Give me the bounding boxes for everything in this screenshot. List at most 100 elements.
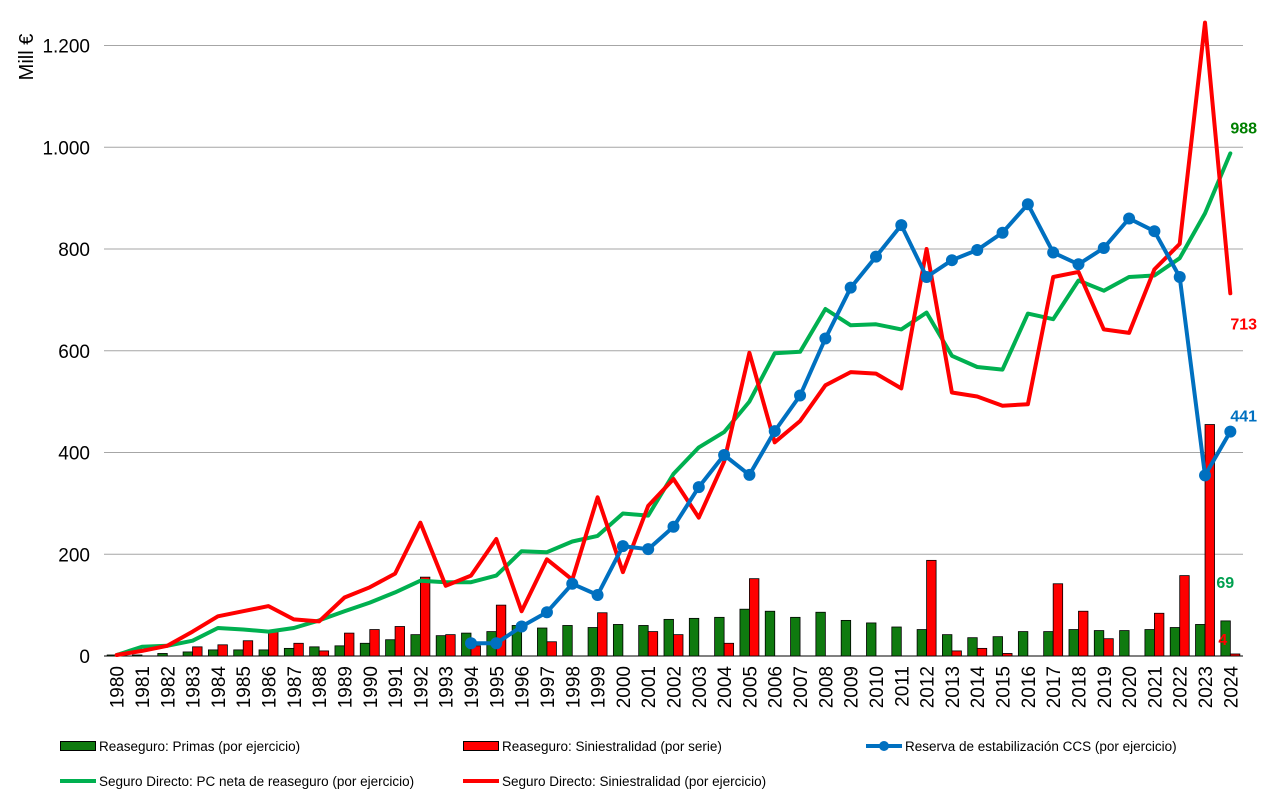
bar: [495, 604, 507, 657]
x-tick-label: 1980: [108, 666, 129, 708]
series-point: [971, 244, 984, 257]
legend-item: Seguro Directo: PC neta de reaseguro (po…: [60, 771, 414, 791]
series-line: [114, 151, 1233, 657]
x-tick-label: 2015: [994, 666, 1015, 708]
x-tick-label: 2016: [1019, 666, 1040, 708]
bar: [749, 578, 760, 657]
bar: [334, 645, 345, 657]
bar: [1204, 424, 1215, 657]
y-tick-label: 200: [58, 545, 90, 566]
y-tick-label: 800: [58, 240, 90, 261]
series-point: [642, 543, 655, 556]
x-tick-label: 1997: [538, 666, 559, 708]
x-tick-label: 2024: [1221, 666, 1242, 709]
bar: [445, 634, 456, 657]
bar: [1043, 631, 1054, 657]
bar: [714, 616, 725, 657]
chart-legend: Reaseguro: Primas (por ejercicio) Reasegu…: [0, 730, 1266, 808]
bar: [673, 634, 684, 657]
bar: [739, 608, 750, 657]
x-tick-label: 1982: [158, 666, 179, 708]
y-tick-label: 1.200: [42, 37, 90, 58]
series-point: [844, 281, 857, 294]
x-tick-label: 1998: [563, 666, 584, 708]
end-value-label: 69: [1216, 575, 1234, 592]
x-tick-label: 2000: [614, 666, 635, 708]
bar: [546, 641, 557, 657]
bar: [587, 627, 598, 657]
bar: [1103, 638, 1114, 657]
series-point: [1072, 258, 1085, 271]
series-point: [1224, 425, 1237, 438]
bar: [318, 650, 330, 657]
series-point: [945, 254, 958, 267]
x-tick-label: 1994: [462, 666, 483, 709]
y-tick-label: 400: [58, 444, 90, 465]
bar: [182, 651, 193, 657]
bar: [1169, 627, 1181, 657]
end-value-label: 4: [1218, 632, 1227, 649]
bar: [233, 649, 244, 657]
bar: [1179, 575, 1190, 657]
bar: [976, 647, 988, 657]
bar: [647, 631, 659, 657]
series-point: [465, 637, 478, 650]
x-tick-label: 2013: [943, 666, 964, 708]
legend-label: Reaseguro: Primas (por ejercicio): [99, 738, 301, 754]
series-point: [1123, 212, 1136, 225]
x-tick-label: 2007: [791, 666, 812, 708]
x-tick-label: 2001: [639, 666, 660, 708]
x-tick-label: 1985: [234, 666, 255, 708]
bar: [663, 618, 674, 657]
series-point: [1173, 270, 1186, 283]
bar: [967, 637, 978, 657]
bar: [866, 622, 877, 657]
x-tick-label: 2005: [740, 666, 761, 708]
series-point: [743, 468, 756, 481]
series-point: [819, 332, 832, 345]
x-tick-label: 2023: [1196, 666, 1217, 708]
series-point: [895, 219, 908, 232]
legend-item: Reaseguro: Primas (por ejercicio): [60, 736, 300, 756]
series-point: [768, 425, 781, 438]
series-point: [667, 520, 680, 533]
x-tick-label: 1990: [361, 666, 382, 708]
bar: [1195, 624, 1206, 657]
bar: [597, 612, 608, 657]
x-tick-label: 1995: [487, 666, 508, 708]
end-value-label: 988: [1230, 120, 1257, 137]
legend-item: Reaseguro: Siniestralidad (por serie): [463, 736, 722, 756]
bar: [1068, 629, 1079, 657]
x-tick-label: 2003: [690, 666, 711, 708]
y-axis-title: Mill €: [16, 34, 38, 81]
bar: [723, 642, 735, 657]
bar: [840, 619, 852, 657]
series-point: [1199, 469, 1212, 482]
bar: [309, 646, 320, 657]
bar: [293, 642, 304, 657]
bar: [207, 649, 219, 657]
bar: [891, 626, 902, 657]
series-point: [490, 637, 503, 650]
bar: [344, 632, 355, 657]
bar: [1017, 631, 1029, 657]
bar: [1144, 629, 1155, 657]
x-tick-label: 1983: [184, 666, 205, 708]
series-point: [692, 481, 705, 494]
bar: [1220, 620, 1231, 657]
x-tick-label: 2002: [665, 666, 686, 708]
x-tick-label: 2008: [816, 666, 837, 708]
bar: [926, 559, 937, 657]
legend-swatch: [60, 779, 96, 783]
series-point: [920, 270, 933, 283]
x-tick-label: 1996: [513, 666, 534, 708]
bar: [688, 617, 700, 657]
bar: [359, 642, 371, 657]
legend-label: Seguro Directo: PC neta de reaseguro (po…: [99, 773, 415, 789]
x-tick-label: 2009: [842, 666, 863, 708]
series-point: [1047, 246, 1060, 259]
x-tick-label: 2004: [715, 666, 736, 709]
bar: [1002, 653, 1013, 657]
bar: [419, 576, 431, 657]
